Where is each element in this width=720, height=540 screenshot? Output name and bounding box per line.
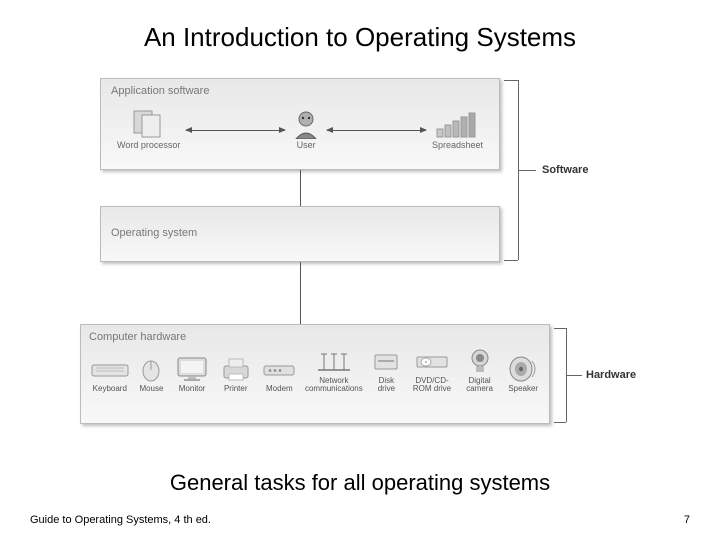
printer-icon [216, 355, 256, 383]
hw-label-mouse: Mouse [135, 385, 169, 393]
monitor-icon [172, 355, 212, 383]
slide-title: An Introduction to Operating Systems [0, 22, 720, 53]
hardware-layer: Computer hardware Keyboard Mouse Monit [80, 324, 550, 424]
keyboard-icon [89, 355, 131, 383]
modem-icon [260, 355, 300, 383]
hw-label-speaker: Speaker [503, 385, 543, 393]
hw-label-modem: Modem [260, 385, 300, 393]
network-icon [303, 347, 364, 375]
page-number: 7 [684, 514, 690, 526]
mouse-icon [135, 355, 169, 383]
hw-label-dvd: DVD/CD- ROM drive [408, 377, 456, 394]
speaker-icon [503, 355, 543, 383]
user-right-arrow [327, 130, 426, 131]
application-layer: Application software Word processor [100, 78, 500, 170]
hw-label-camera: Digital camera [460, 377, 500, 394]
disk-drive-icon [369, 347, 405, 375]
software-bracket-tick [518, 170, 536, 171]
footer-source: Guide to Operating Systems, 4 th ed. [30, 514, 211, 526]
spreadsheet-label: Spreadsheet [432, 140, 483, 150]
hw-label-printer: Printer [216, 385, 256, 393]
layer-diagram: Application software Word processor [80, 70, 640, 460]
application-layer-title: Application software [111, 85, 489, 97]
software-bracket-label: Software [542, 164, 588, 176]
hardware-bracket-bottom [554, 422, 566, 423]
hw-label-monitor: Monitor [172, 385, 212, 393]
user-left-arrow [186, 130, 285, 131]
spreadsheet-icon [432, 110, 483, 138]
word-processor-icon [117, 110, 180, 138]
software-bracket-top [504, 80, 518, 81]
os-layer-title: Operating system [111, 227, 489, 239]
hw-label-disk: Disk drive [369, 377, 405, 394]
os-layer: Operating system [100, 206, 500, 262]
dvd-drive-icon [408, 347, 456, 375]
user-icon [291, 110, 321, 138]
connector-app-os [300, 170, 301, 206]
word-processor-label: Word processor [117, 140, 180, 150]
hardware-layer-title: Computer hardware [89, 331, 543, 343]
hardware-bracket-label: Hardware [586, 369, 636, 381]
hardware-bracket-tick [566, 375, 582, 376]
connector-os-hw [300, 262, 301, 324]
user-label: User [291, 140, 321, 150]
slide-caption: General tasks for all operating systems [0, 470, 720, 496]
hw-label-keyboard: Keyboard [89, 385, 131, 393]
software-bracket-bottom [504, 260, 518, 261]
hw-label-network: Network communications [303, 377, 364, 394]
hardware-bracket-top [554, 328, 566, 329]
camera-icon [460, 347, 500, 375]
